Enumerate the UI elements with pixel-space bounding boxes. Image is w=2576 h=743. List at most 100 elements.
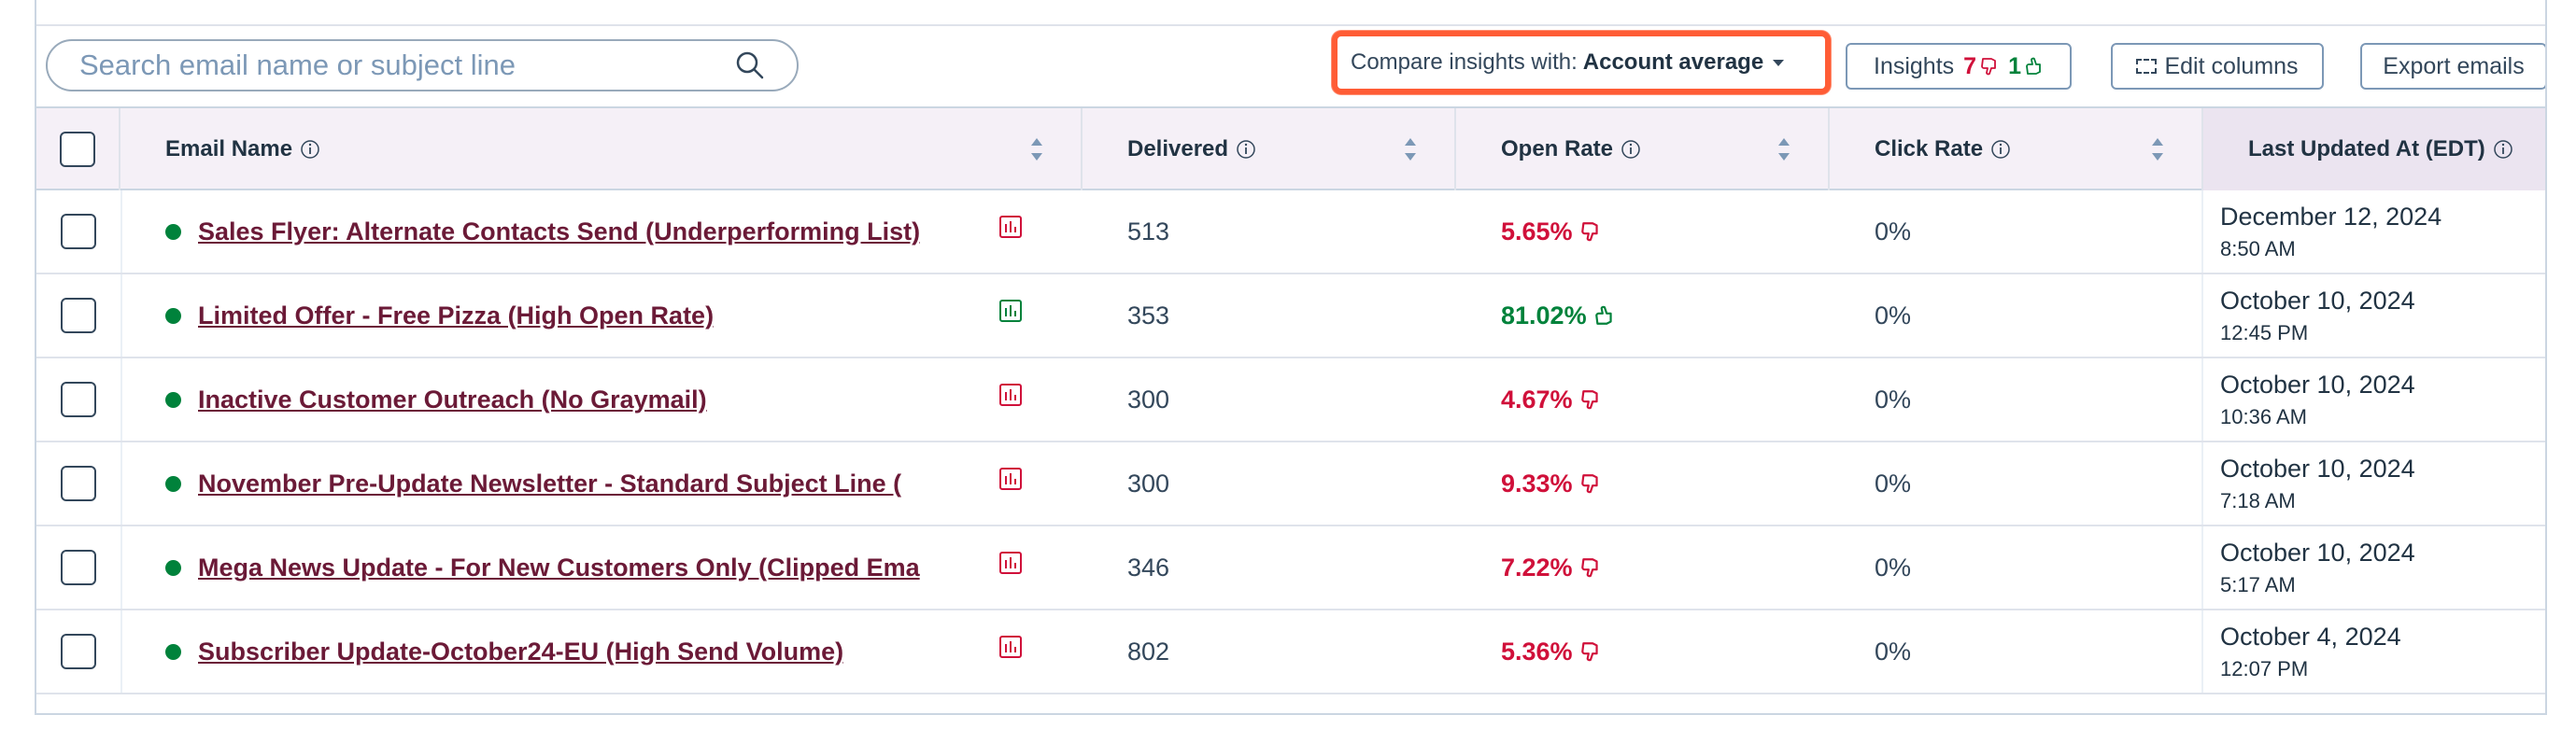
delivered-value: 300 [1127, 385, 1170, 414]
column-email-name[interactable]: Email Name [120, 108, 1083, 190]
thumbs-up-icon [2026, 57, 2041, 75]
divider [2201, 358, 2203, 441]
row-checkbox[interactable] [61, 550, 96, 585]
table-row[interactable]: Limited Offer - Free Pizza (High Open Ra… [36, 274, 2545, 358]
column-label: Delivered [1127, 136, 1229, 161]
sort-icon[interactable] [1404, 135, 1417, 163]
export-label: Export emails [2383, 52, 2525, 79]
click-rate-value: 0% [1875, 385, 1912, 414]
row-checkbox[interactable] [61, 634, 96, 669]
status-dot [165, 307, 181, 324]
column-click-rate[interactable]: Click Rate [1830, 108, 2203, 190]
column-delivered[interactable]: Delivered [1083, 108, 1456, 190]
click-rate-value: 0% [1875, 637, 1912, 666]
row-checkbox[interactable] [61, 298, 96, 333]
column-last-updated[interactable]: Last Updated At (EDT) [2203, 108, 2545, 190]
sort-icon[interactable] [1030, 135, 1043, 163]
email-name-link[interactable]: November Pre-Update Newsletter - Standar… [198, 469, 902, 498]
row-checkbox[interactable] [61, 466, 96, 501]
email-name-link[interactable]: Limited Offer - Free Pizza (High Open Ra… [198, 301, 715, 329]
open-rate-cell: 7.22% [1501, 526, 1828, 609]
info-icon[interactable] [1621, 139, 1641, 160]
status-dot [165, 391, 181, 408]
row-checkbox[interactable] [61, 214, 96, 249]
sort-icon[interactable] [1777, 135, 1790, 163]
open-rate-cell: 5.36% [1501, 610, 1828, 693]
compare-value: Account average [1582, 49, 1764, 75]
export-emails-button[interactable]: Export emails [2360, 43, 2545, 90]
select-all-checkbox[interactable] [60, 132, 95, 167]
insights-button[interactable]: Insights 7 1 [1846, 43, 2072, 90]
click-rate-value: 0% [1875, 301, 1912, 329]
last-updated-cell: December 12, 2024 8:50 AM [2220, 190, 2545, 273]
divider [2201, 442, 2203, 525]
search-input[interactable]: Search email name or subject line [46, 39, 799, 91]
email-name-cell: Sales Flyer: Alternate Contacts Send (Un… [165, 190, 997, 273]
open-rate-cell: 81.02% [1501, 274, 1828, 357]
time-value: 12:45 PM [2220, 320, 2309, 344]
column-label: Last Updated At (EDT) [2248, 136, 2485, 161]
columns-icon [2136, 59, 2158, 74]
thumbs-down-icon [1580, 474, 1598, 494]
email-name-link[interactable]: Inactive Customer Outreach (No Graymail) [198, 385, 707, 414]
sort-icon[interactable] [2151, 135, 2164, 163]
compare-label: Compare insights with: [1351, 49, 1578, 75]
delivered-cell: 300 [1127, 442, 1454, 525]
row-select-cell [36, 358, 120, 441]
click-rate-cell: 0% [1875, 526, 2201, 609]
table-row[interactable]: Subscriber Update-October24-EU (High Sen… [36, 610, 2545, 694]
table-row[interactable]: Mega News Update - For New Customers Onl… [36, 526, 2545, 610]
compare-insights-dropdown[interactable]: Compare insights with: Account average [1332, 31, 1831, 94]
open-rate-cell: 9.33% [1501, 442, 1828, 525]
edit-columns-button[interactable]: Edit columns [2111, 43, 2324, 90]
delivered-cell: 802 [1127, 610, 1454, 693]
email-table-panel: Search email name or subject line Compar… [35, 0, 2547, 715]
divider [120, 442, 122, 525]
search-placeholder: Search email name or subject line [79, 49, 516, 81]
thumbs-down-icon [1981, 58, 1996, 76]
performance-chart-icon[interactable] [998, 383, 1023, 407]
status-dot [165, 559, 181, 576]
table-row[interactable]: Inactive Customer Outreach (No Graymail)… [36, 358, 2545, 442]
info-icon[interactable] [1990, 139, 2011, 160]
search-icon[interactable] [731, 47, 769, 84]
performance-chart-icon[interactable] [998, 467, 1023, 491]
column-open-rate[interactable]: Open Rate [1456, 108, 1830, 190]
table-row[interactable]: Sales Flyer: Alternate Contacts Send (Un… [36, 190, 2545, 274]
thumbs-down-icon [1580, 390, 1598, 410]
insights-negative-count: 7 [1963, 52, 1977, 79]
thumbs-down-icon [1580, 642, 1598, 662]
open-rate-value: 5.65% [1501, 217, 1573, 245]
row-checkbox[interactable] [61, 382, 96, 417]
time-value: 7:18 AM [2220, 488, 2296, 512]
performance-chart-icon[interactable] [998, 215, 1023, 239]
email-name-cell: Mega News Update - For New Customers Onl… [165, 526, 997, 609]
thumbs-down-icon [1580, 222, 1598, 242]
divider [2201, 274, 2203, 357]
row-select-cell [36, 442, 120, 525]
table-row[interactable]: November Pre-Update Newsletter - Standar… [36, 442, 2545, 526]
delivered-value: 513 [1127, 217, 1170, 245]
column-label: Email Name [165, 136, 293, 161]
row-select-cell [36, 610, 120, 693]
divider [120, 358, 122, 441]
email-name-link[interactable]: Subscriber Update-October24-EU (High Sen… [198, 637, 844, 666]
email-name-cell: Subscriber Update-October24-EU (High Sen… [165, 610, 997, 693]
info-icon[interactable] [1236, 139, 1256, 160]
row-select-cell [36, 274, 120, 357]
info-icon[interactable] [300, 139, 320, 160]
click-rate-value: 0% [1875, 553, 1912, 582]
last-updated-cell: October 10, 2024 5:17 AM [2220, 526, 2545, 609]
email-name-cell: November Pre-Update Newsletter - Standar… [165, 442, 997, 525]
performance-chart-icon[interactable] [998, 635, 1023, 659]
email-name-link[interactable]: Sales Flyer: Alternate Contacts Send (Un… [198, 217, 921, 245]
last-updated-cell: October 10, 2024 10:36 AM [2220, 358, 2545, 441]
performance-chart-icon[interactable] [998, 299, 1023, 323]
delivered-value: 802 [1127, 637, 1170, 666]
performance-chart-icon[interactable] [998, 551, 1023, 575]
open-rate-cell: 5.65% [1501, 190, 1828, 273]
email-name-link[interactable]: Mega News Update - For New Customers Onl… [198, 553, 920, 582]
date-value: October 10, 2024 [2220, 538, 2415, 567]
date-value: October 10, 2024 [2220, 454, 2415, 483]
info-icon[interactable] [2493, 139, 2513, 160]
